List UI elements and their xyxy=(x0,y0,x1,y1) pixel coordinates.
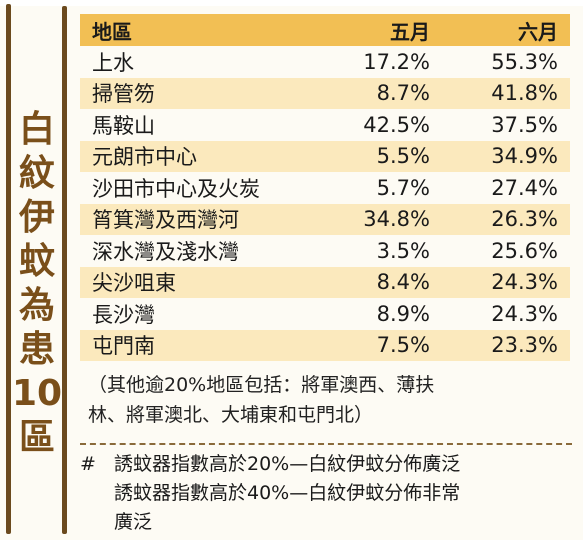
title-char: 10 xyxy=(11,373,63,414)
title-char: 伊 xyxy=(18,197,55,238)
index-legend: # 誘蚊器指數高於20%—白紋伊蚊分佈廣泛 誘蚊器指數高於40%—白紋伊蚊分佈非… xyxy=(78,450,578,537)
header-may: 五月 xyxy=(390,19,430,44)
table-header-row: 地區 五月 六月 xyxy=(80,14,570,46)
may-cell: 5.7% xyxy=(376,175,430,200)
may-cell: 8.9% xyxy=(376,301,430,326)
may-cell: 7.5% xyxy=(376,333,430,358)
dashed-divider xyxy=(80,443,572,445)
title-char: 白 xyxy=(18,109,55,150)
table-row: 掃管笏 8.7% 41.8% xyxy=(80,77,570,109)
district-cell: 尖沙咀東 xyxy=(92,271,176,296)
district-cell: 掃管笏 xyxy=(92,82,155,107)
title-char: 紋 xyxy=(18,153,55,194)
june-cell: 37.5% xyxy=(491,112,558,137)
table-row: 筲箕灣及西灣河 34.8% 26.3% xyxy=(80,203,570,235)
table-row: 屯門南 7.5% 23.3% xyxy=(80,329,570,361)
district-cell: 筲箕灣及西灣河 xyxy=(92,208,239,233)
title-char: 區 xyxy=(18,417,55,458)
legend-line: 誘蚊器指數高於20%—白紋伊蚊分佈廣泛 xyxy=(114,453,461,475)
legend-line: 誘蚊器指數高於40%—白紋伊蚊分佈非常 xyxy=(114,482,461,504)
district-index-table: 地區 五月 六月 上水 17.2% 55.3% 掃管笏 8.7% 41.8% 馬… xyxy=(80,14,570,361)
title-char: 蚊 xyxy=(18,241,55,282)
june-cell: 27.4% xyxy=(491,175,558,200)
header-june: 六月 xyxy=(518,19,558,44)
title-char: 為 xyxy=(18,285,55,326)
may-cell: 8.4% xyxy=(376,270,430,295)
table-row: 元朗市中心 5.5% 34.9% xyxy=(80,140,570,172)
table-row: 長沙灣 8.9% 24.3% xyxy=(80,298,570,330)
june-cell: 34.9% xyxy=(491,144,558,169)
june-cell: 24.3% xyxy=(491,301,558,326)
may-cell: 17.2% xyxy=(363,49,430,74)
legend-hash-mark: # xyxy=(80,453,96,475)
district-cell: 元朗市中心 xyxy=(92,145,197,170)
june-cell: 25.6% xyxy=(491,238,558,263)
district-cell: 馬鞍山 xyxy=(92,113,155,138)
june-cell: 23.3% xyxy=(491,333,558,358)
legend-line: 廣泛 xyxy=(114,511,153,533)
other-districts-note: （其他逾20%地區包括：將軍澳西、薄扶 林、將軍澳北、大埔東和屯門北） xyxy=(88,370,568,430)
vertical-title: 白 紋 伊 蚊 為 患 10 區 xyxy=(11,108,63,460)
title-divider-rule xyxy=(62,6,67,534)
june-cell: 55.3% xyxy=(491,49,558,74)
district-cell: 深水灣及淺水灣 xyxy=(92,239,239,264)
table-row: 上水 17.2% 55.3% xyxy=(80,46,570,78)
may-cell: 5.5% xyxy=(376,144,430,169)
header-district: 地區 xyxy=(92,19,132,44)
top-border xyxy=(0,0,583,6)
june-cell: 41.8% xyxy=(491,81,558,106)
table-row: 沙田市中心及火炭 5.7% 27.4% xyxy=(80,172,570,204)
june-cell: 26.3% xyxy=(491,207,558,232)
may-cell: 42.5% xyxy=(363,112,430,137)
may-cell: 34.8% xyxy=(363,207,430,232)
district-cell: 屯門南 xyxy=(92,334,155,359)
june-cell: 24.3% xyxy=(491,270,558,295)
table-row: 尖沙咀東 8.4% 24.3% xyxy=(80,266,570,298)
table-row: 馬鞍山 42.5% 37.5% xyxy=(80,109,570,141)
may-cell: 8.7% xyxy=(376,81,430,106)
district-cell: 上水 xyxy=(92,50,134,75)
left-border-rule xyxy=(6,4,11,534)
note-line: （其他逾20%地區包括：將軍澳西、薄扶 xyxy=(88,374,435,396)
district-cell: 沙田市中心及火炭 xyxy=(92,176,260,201)
may-cell: 3.5% xyxy=(376,238,430,263)
title-char: 患 xyxy=(18,329,55,370)
note-line: 林、將軍澳北、大埔東和屯門北） xyxy=(88,404,374,426)
district-cell: 長沙灣 xyxy=(92,302,155,327)
table-row: 深水灣及淺水灣 3.5% 25.6% xyxy=(80,235,570,267)
